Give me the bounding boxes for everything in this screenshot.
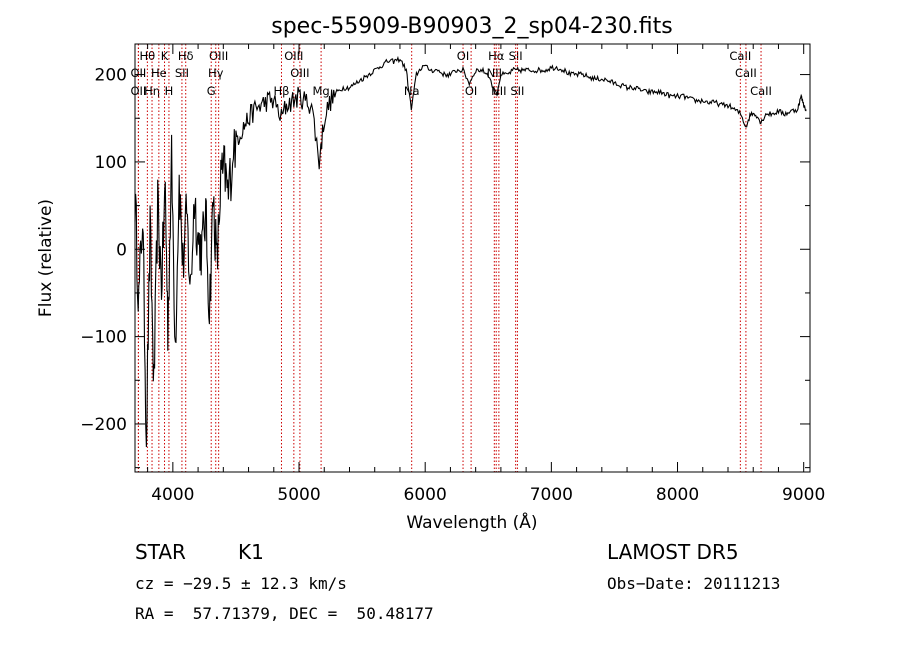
spectral-line-label: Hδ [178,49,194,63]
x-tick-label: 5000 [277,485,320,505]
spectral-line-label: OI [465,84,477,98]
spectral-line-label: Hγ [208,66,224,80]
spectral-line-label: OIII [290,66,309,80]
spectral-line-label: CaII [750,84,772,98]
spectral-line-label: He [151,66,167,80]
spectral-line-label: Hθ [140,49,156,63]
y-tick-label: 100 [95,153,127,173]
redshift-text: cz = −29.5 ± 12.3 km/s [135,574,347,593]
x-tick-label: 9000 [782,485,825,505]
spectral-line-label: Mg [312,84,329,98]
x-tick-label: 6000 [404,485,447,505]
chart-title: spec-55909-B90903_2_sp04-230.fits [271,14,673,39]
spectral-line-label: CaII [729,49,751,63]
y-axis-label: Flux (relative) [36,199,56,317]
obs-date-text: Obs−Date: 20111213 [607,574,781,593]
spectral-line-label: Hβ [273,84,289,98]
x-axis-label: Wavelength (Å) [406,511,537,533]
spectral-line-label: OIII [284,49,303,63]
class-label: STAR [135,540,186,564]
spectral-line-label: Na [404,84,420,98]
coords-text: RA = 57.71379, DEC = 50.48177 [135,604,434,623]
spectral-line-label: H [165,84,174,98]
spectral-line-label: Hη [144,84,160,98]
spectral-line-label: SII [510,84,524,98]
y-tick-label: 0 [116,240,127,260]
spectral-line-label: SII [509,49,523,63]
spectral-line-label: CaII [735,66,757,80]
axis-ticks: 4000 5000 6000 7000 8000 9000 −200 −100 0 100 200 [80,44,825,505]
plot-frame [134,43,811,473]
spectral-line-label: NII [487,66,502,80]
x-tick-label: 7000 [530,485,573,505]
spectrum-series-line [134,55,807,448]
spectral-line-label: OII [130,84,146,98]
y-tick-label: −200 [80,415,127,435]
spectral-line-label: G [207,84,216,98]
spectral-line-label: OIII [209,49,228,63]
y-tick-label: −100 [80,328,127,348]
spectral-line-label: SII [175,66,189,80]
x-tick-label: 4000 [151,485,194,505]
subclass-label: K1 [238,540,264,564]
spectral-line-label: K [161,49,169,63]
x-tick-label: 8000 [656,485,699,505]
y-tick-label: 200 [95,66,127,86]
spectral-line-label: OI [457,49,469,63]
spectral-line-label: Hα [488,49,505,63]
survey-label: LAMOST DR5 [607,540,739,564]
